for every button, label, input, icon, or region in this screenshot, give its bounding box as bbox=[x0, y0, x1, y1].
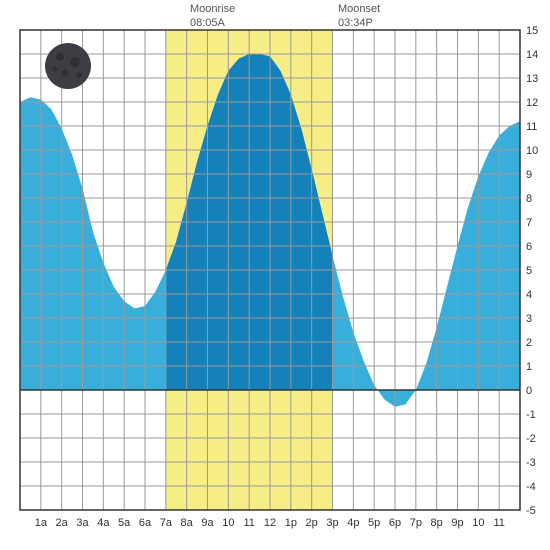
svg-text:9a: 9a bbox=[201, 517, 214, 529]
svg-text:5: 5 bbox=[526, 265, 532, 277]
svg-text:1: 1 bbox=[526, 361, 532, 373]
svg-text:6a: 6a bbox=[139, 517, 152, 529]
svg-text:8a: 8a bbox=[181, 517, 194, 529]
svg-text:-3: -3 bbox=[526, 457, 536, 469]
svg-text:2: 2 bbox=[526, 337, 532, 349]
svg-text:10: 10 bbox=[222, 517, 234, 529]
svg-text:11: 11 bbox=[493, 517, 504, 529]
svg-text:4p: 4p bbox=[347, 517, 359, 529]
moon-icon bbox=[45, 43, 91, 89]
svg-text:3: 3 bbox=[526, 313, 532, 325]
svg-text:5a: 5a bbox=[118, 517, 131, 529]
svg-text:4a: 4a bbox=[97, 517, 110, 529]
svg-text:3p: 3p bbox=[326, 517, 338, 529]
svg-text:7a: 7a bbox=[160, 517, 173, 529]
svg-text:12: 12 bbox=[264, 517, 276, 529]
svg-text:6p: 6p bbox=[389, 517, 401, 529]
svg-text:11: 11 bbox=[526, 121, 537, 133]
moonset-label: Moonset bbox=[338, 3, 380, 15]
svg-text:0: 0 bbox=[526, 385, 532, 397]
tide-chart: Moonrise 08:05A Moonset 03:34P 151413121… bbox=[0, 0, 550, 550]
svg-text:7: 7 bbox=[526, 217, 532, 229]
svg-text:1p: 1p bbox=[285, 517, 297, 529]
svg-text:1a: 1a bbox=[35, 517, 48, 529]
svg-text:11: 11 bbox=[243, 517, 254, 529]
svg-text:9p: 9p bbox=[451, 517, 463, 529]
svg-text:13: 13 bbox=[526, 73, 538, 85]
svg-text:7p: 7p bbox=[410, 517, 422, 529]
moonset-annotation: Moonset 03:34P bbox=[338, 2, 380, 31]
moonrise-label: Moonrise bbox=[190, 3, 235, 15]
svg-text:5p: 5p bbox=[368, 517, 380, 529]
svg-text:8p: 8p bbox=[431, 517, 443, 529]
svg-text:10: 10 bbox=[472, 517, 484, 529]
svg-text:12: 12 bbox=[526, 97, 538, 109]
svg-text:4: 4 bbox=[526, 289, 532, 301]
svg-text:-2: -2 bbox=[526, 433, 536, 445]
svg-text:-1: -1 bbox=[526, 409, 536, 421]
svg-text:-5: -5 bbox=[526, 505, 536, 517]
svg-text:15: 15 bbox=[526, 25, 538, 37]
moonrise-time: 08:05A bbox=[190, 17, 225, 29]
svg-text:14: 14 bbox=[526, 49, 538, 61]
svg-text:3a: 3a bbox=[76, 517, 89, 529]
svg-text:8: 8 bbox=[526, 193, 532, 205]
svg-text:-4: -4 bbox=[526, 481, 536, 493]
svg-text:9: 9 bbox=[526, 169, 532, 181]
svg-text:6: 6 bbox=[526, 241, 532, 253]
moonrise-annotation: Moonrise 08:05A bbox=[190, 2, 235, 31]
svg-text:2p: 2p bbox=[306, 517, 318, 529]
moonset-time: 03:34P bbox=[338, 17, 373, 29]
svg-text:2a: 2a bbox=[56, 517, 69, 529]
svg-text:10: 10 bbox=[526, 145, 538, 157]
